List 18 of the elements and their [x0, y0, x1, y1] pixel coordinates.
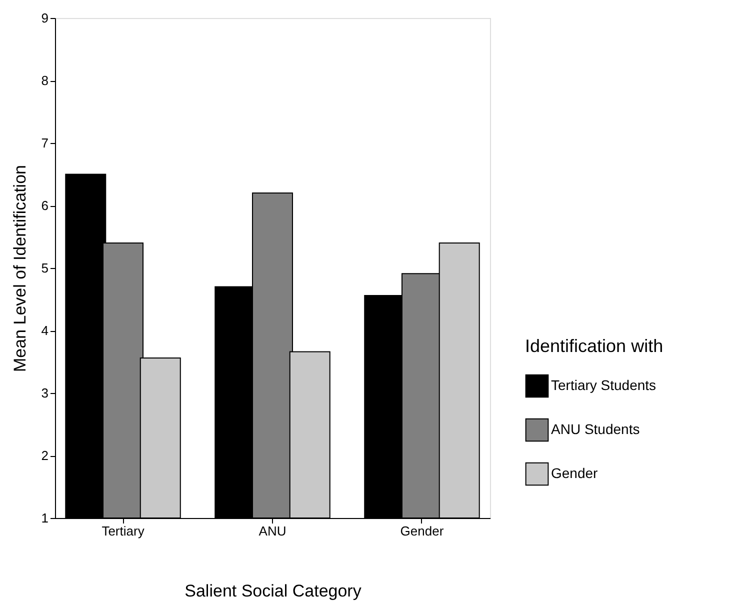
legend-label: Gender	[551, 465, 598, 481]
y-tick-label: 7	[41, 136, 48, 150]
y-tick-label: 5	[41, 260, 48, 276]
x-tick-label: Tertiary	[102, 524, 145, 538]
y-tick-label: 3	[41, 386, 48, 400]
legend-title: Identification with	[525, 336, 664, 356]
legend-label: Tertiary Students	[551, 377, 656, 393]
y-axis-title: Mean Level of Identification	[10, 165, 30, 372]
y-tick-label: 8	[41, 73, 48, 88]
y-tick-label: 6	[41, 198, 48, 213]
legend-label: ANU Students	[551, 421, 640, 437]
x-axis-title: Salient Social Category	[184, 582, 362, 600]
x-tick-label: Gender	[400, 524, 444, 538]
y-tick-label: 4	[41, 323, 48, 338]
y-tick-label: 9	[41, 10, 48, 26]
y-tick-label: 2	[41, 448, 48, 463]
y-tick-label: 1	[41, 510, 48, 526]
x-tick-label: ANU	[258, 524, 286, 538]
